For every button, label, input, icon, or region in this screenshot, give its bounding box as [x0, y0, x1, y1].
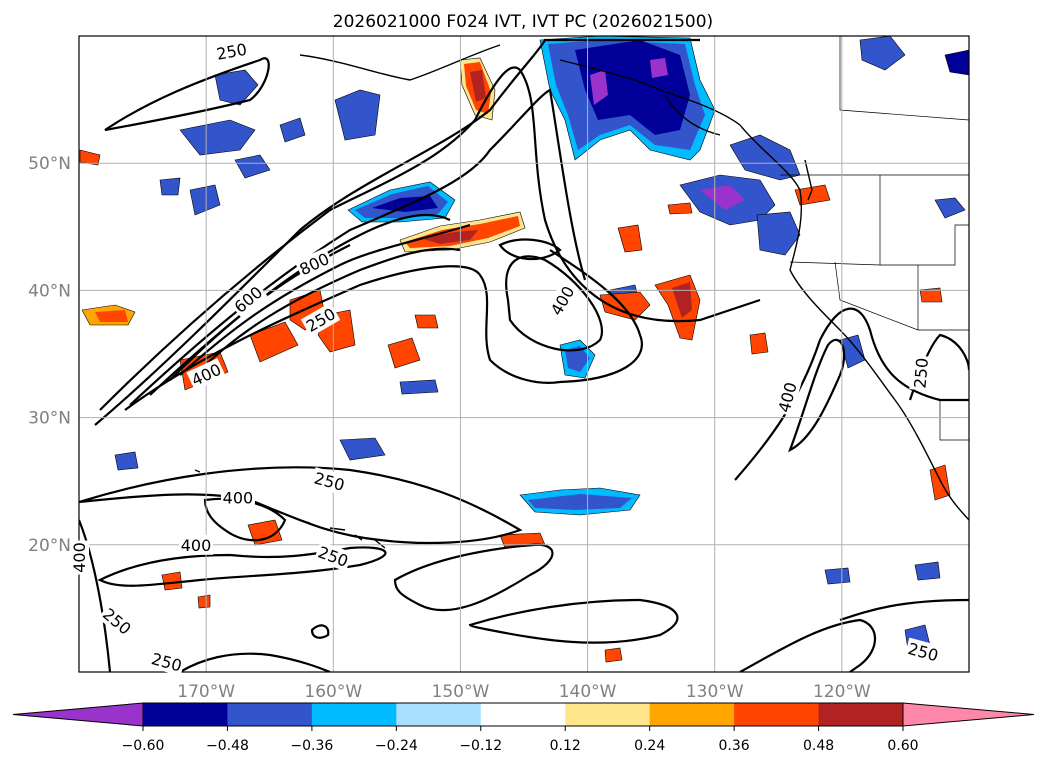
longitude-labels: 170°W 160°W 150°W 140°W 130°W 120°W — [177, 682, 871, 702]
chart-title: 2026021000 F024 IVT, IVT PC (2026021500) — [333, 12, 713, 32]
longitude-label: 120°W — [813, 682, 871, 702]
contour-value-label: 400 — [69, 540, 89, 575]
svg-text:250: 250 — [910, 357, 932, 389]
colorbar-tick-label: 0.24 — [634, 738, 665, 754]
svg-text:400: 400 — [223, 489, 254, 508]
latitude-labels: 50°N 40°N 30°N 20°N — [28, 154, 71, 556]
latitude-label: 30°N — [28, 409, 71, 429]
ivt-contours — [79, 38, 969, 672]
colorbar-tick-label: 0.36 — [719, 738, 750, 754]
colorbar-tick-label: 0.60 — [887, 738, 918, 754]
colorbar-segment — [227, 703, 313, 726]
colorbar-tick-label: −0.48 — [206, 738, 249, 754]
colorbar-segment — [396, 703, 482, 726]
colorbar-tick-label: −0.60 — [122, 738, 165, 754]
graticule — [79, 36, 969, 672]
colorbar-segment — [480, 703, 566, 726]
political-boundaries — [780, 36, 969, 441]
contour-value-label: 250 — [213, 38, 251, 65]
contour-value-label: 400 — [178, 534, 213, 555]
contour-value-label: 250 — [909, 355, 933, 391]
svg-text:400: 400 — [70, 542, 89, 573]
colorbar-segment — [734, 703, 820, 726]
colorbar: −0.60 −0.48 −0.36 −0.24 −0.12 0.12 0.24 0.36 0.4… — [12, 702, 1035, 754]
latitude-label: 40°N — [28, 281, 71, 301]
latitude-label: 20°N — [28, 536, 71, 556]
colorbar-segment — [565, 703, 651, 726]
longitude-label: 130°W — [686, 682, 744, 702]
colorbar-tick-label: 0.48 — [803, 738, 834, 754]
colorbar-tick-label: −0.36 — [290, 738, 333, 754]
map-frame — [78, 35, 970, 673]
positive-anomaly-shading — [79, 57, 951, 663]
colorbar-segment — [143, 703, 228, 726]
longitude-label: 140°W — [559, 682, 617, 702]
longitude-label: 150°W — [432, 682, 490, 702]
coastlines — [194, 44, 969, 549]
colorbar-min-extension — [12, 702, 144, 727]
colorbar-tick-label: 0.12 — [550, 738, 581, 754]
longitude-label: 160°W — [304, 682, 362, 702]
colorbar-outline — [142, 702, 904, 727]
colorbar-segment — [649, 703, 735, 726]
colorbar-tick-label: −0.12 — [459, 738, 502, 754]
latitude-label: 50°N — [28, 154, 71, 174]
colorbar-tick-label: −0.24 — [375, 738, 418, 754]
longitude-label: 170°W — [177, 682, 235, 702]
colorbar-segment — [818, 703, 904, 726]
contour-value-label: 400 — [220, 487, 255, 508]
colorbar-segment — [311, 703, 397, 726]
svg-text:400: 400 — [181, 536, 212, 555]
colorbar-max-extension — [902, 702, 1035, 727]
